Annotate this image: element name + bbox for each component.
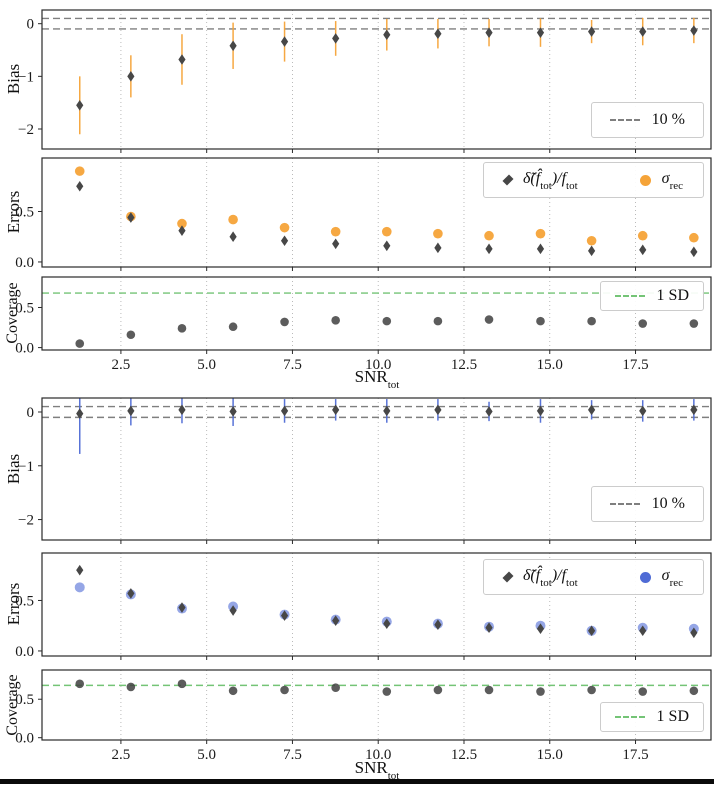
legend-entry-sigma: σrec (639, 567, 683, 590)
legend-coverage-bottom: 1 SD (599, 702, 704, 732)
svg-text:0.5: 0.5 (15, 204, 34, 220)
svg-text:0: 0 (27, 17, 35, 33)
legend-label-10pct: 10 % (651, 495, 685, 512)
svg-text:5.0: 5.0 (197, 747, 216, 763)
y-axis-label-coverage-bottom: Coverage (4, 674, 21, 736)
y-axis-label-bias-top: Bias (4, 63, 23, 95)
circle-marker-icon (639, 571, 651, 583)
legend-label-10pct: 10 % (651, 111, 685, 128)
svg-text:−1: −1 (18, 459, 34, 475)
svg-text:10.0: 10.0 (365, 747, 391, 763)
svg-text:2.5: 2.5 (112, 747, 131, 763)
y-axis-label-errors-bottom: Errors (4, 582, 23, 626)
svg-text:0.0: 0.0 (15, 731, 34, 747)
svg-text:0.0: 0.0 (15, 255, 34, 271)
legend-label-delta: δ̃(f̂tot)/ftot (522, 170, 578, 193)
dashed-line-icon (609, 119, 640, 121)
x-axis-label-bottom: SNRtot (354, 758, 400, 783)
y-axis-label-coverage-top: Coverage (4, 282, 21, 344)
svg-text:15.0: 15.0 (537, 747, 563, 763)
y-axis-label-bias-bottom: Bias (4, 453, 23, 485)
svg-text:0.5: 0.5 (15, 300, 34, 316)
legend-label-delta: δ̃(f̂tot)/ftot (522, 567, 578, 590)
legend-label-sigma: σrec (661, 567, 683, 590)
svg-text:0.0: 0.0 (15, 341, 34, 357)
svg-text:7.5: 7.5 (283, 357, 302, 373)
legend-label-1sd: 1 SD (656, 708, 689, 725)
diamond-marker-icon (502, 174, 514, 186)
legend-entry-delta: δ̃(f̂tot)/ftot (502, 170, 578, 193)
legend-errors-top: δ̃(f̂tot)/ftot σrec (482, 162, 704, 199)
svg-text:17.5: 17.5 (622, 357, 648, 373)
svg-text:15.0: 15.0 (537, 357, 563, 373)
legend-label-sigma: σrec (661, 170, 683, 193)
svg-text:5.0: 5.0 (197, 357, 216, 373)
legend-bias-top: 10 % (590, 102, 704, 138)
svg-text:12.5: 12.5 (451, 357, 477, 373)
legend-coverage-top: 1 SD (599, 281, 704, 311)
bottom-border-line (0, 779, 714, 784)
legend-label-1sd: 1 SD (656, 287, 689, 304)
panel-bias-bottom (42, 397, 711, 540)
svg-text:0: 0 (27, 405, 35, 421)
panel-errors-top (74, 158, 699, 267)
legend-entry-delta: δ̃(f̂tot)/ftot (502, 567, 578, 590)
panel-coverage-bottom (42, 670, 711, 740)
legend-entry-sigma: σrec (639, 170, 683, 193)
svg-text:10.0: 10.0 (365, 357, 391, 373)
panel-coverage-top (42, 277, 711, 350)
legend-bias-bottom: 10 % (590, 486, 704, 522)
dashed-line-icon (614, 716, 645, 718)
svg-text:0.5: 0.5 (15, 593, 34, 609)
circle-marker-icon (639, 174, 651, 186)
dashed-line-icon (614, 295, 645, 297)
svg-text:7.5: 7.5 (283, 747, 302, 763)
svg-text:0.0: 0.0 (15, 644, 34, 660)
panel-errors-bottom (74, 553, 699, 656)
y-axis-label-errors-top: Errors (4, 190, 23, 234)
svg-text:−1: −1 (18, 69, 34, 85)
dashed-line-icon (609, 503, 640, 505)
legend-errors-bottom: δ̃(f̂tot)/ftot σrec (482, 559, 704, 596)
diamond-marker-icon (502, 571, 514, 583)
svg-text:−2: −2 (18, 122, 34, 138)
svg-text:−2: −2 (18, 513, 34, 529)
svg-text:12.5: 12.5 (451, 747, 477, 763)
x-axis-label-top: SNRtot (354, 367, 400, 392)
svg-text:0.5: 0.5 (15, 692, 34, 708)
svg-text:17.5: 17.5 (622, 747, 648, 763)
panel-bias-top (42, 10, 711, 149)
svg-text:2.5: 2.5 (112, 357, 131, 373)
